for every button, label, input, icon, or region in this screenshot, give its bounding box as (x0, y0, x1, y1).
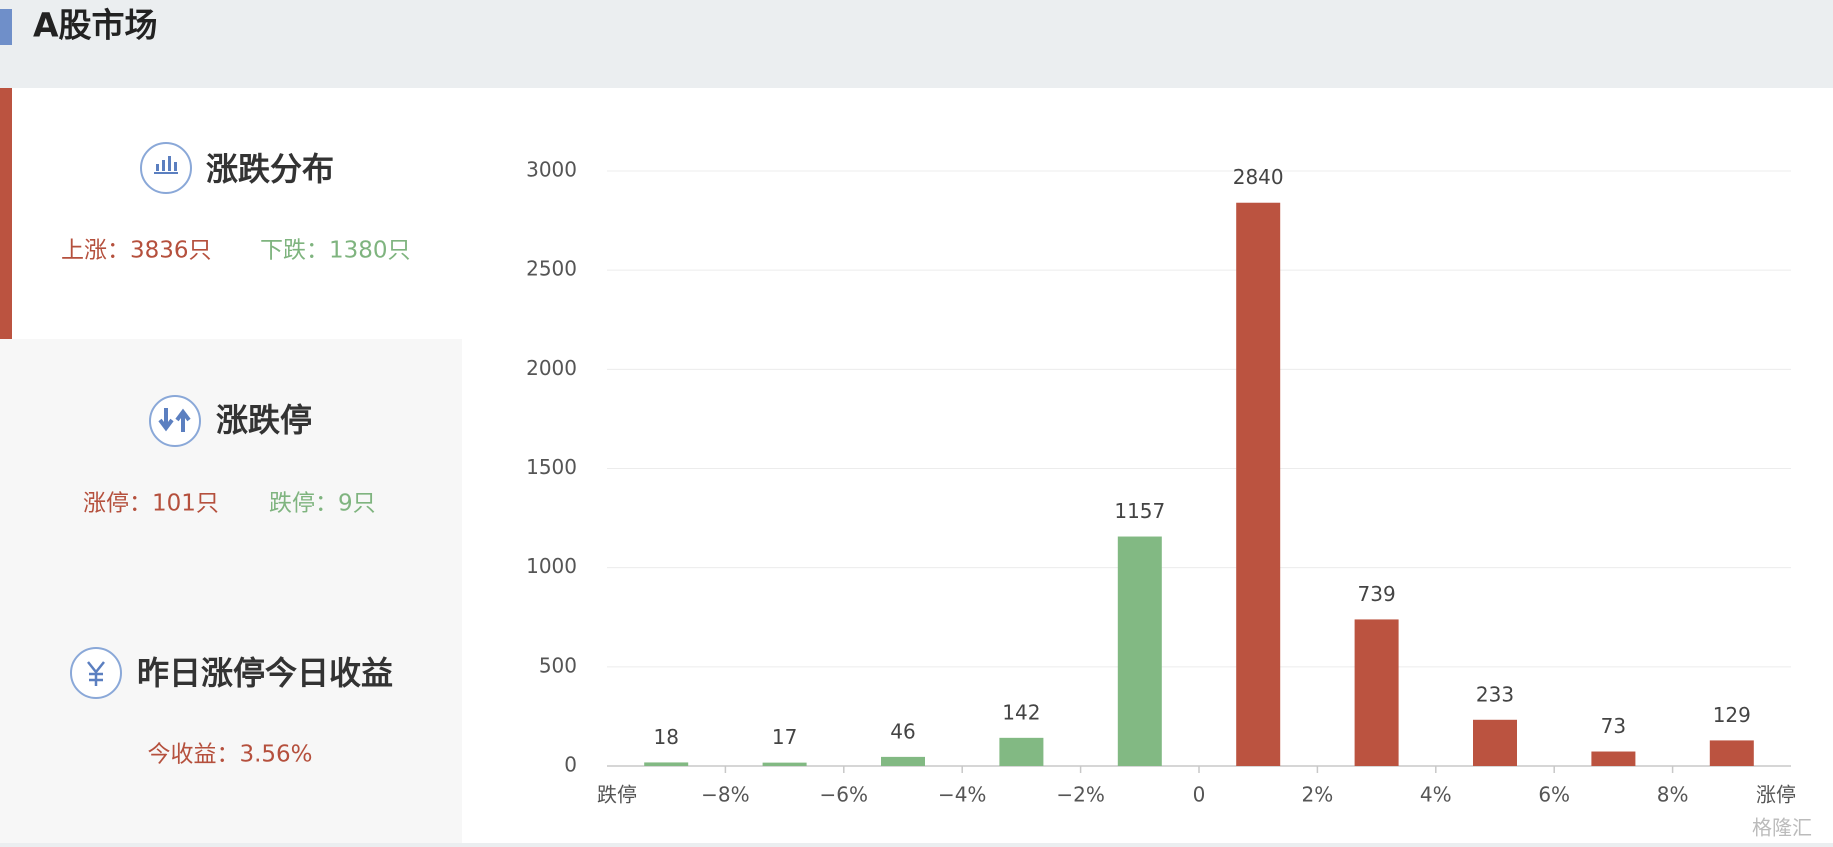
icon-part (156, 164, 159, 171)
value-label: 129 (1713, 703, 1751, 727)
stat: 涨停：101只 (83, 491, 219, 517)
bar (1591, 751, 1636, 766)
x-tick-label: 4% (1420, 783, 1452, 807)
bar (1709, 740, 1754, 766)
panel-title: 昨日涨停今日收益 (137, 654, 393, 692)
x-tick-label: 8% (1657, 783, 1689, 807)
panel-title: 涨跌分布 (206, 150, 334, 188)
bottom-bar (0, 843, 1833, 847)
header-bar (0, 0, 1833, 88)
icon-part (154, 172, 178, 174)
value-label: 1157 (1114, 499, 1165, 523)
stat: 跌停：9只 (269, 491, 376, 517)
stat: 上涨：3836只 (61, 238, 212, 264)
value-label: 233 (1476, 682, 1514, 706)
panel-distribution[interactable]: 涨跌分布 上涨：3836只 下跌：1380只 (61, 142, 411, 264)
y-tick-label: 2500 (526, 257, 577, 281)
x-tick-label: −4% (938, 783, 987, 807)
icon-yen (87, 661, 105, 686)
side-panel (0, 339, 462, 843)
y-tick-label: 1000 (526, 554, 577, 578)
panel-title: 涨跌停 (216, 401, 312, 439)
value-label: 142 (1002, 700, 1040, 724)
y-tick-label: 0 (564, 753, 577, 777)
y-tick-label: 2000 (526, 356, 577, 380)
value-label: 18 (653, 725, 678, 749)
x-tick-label: −8% (701, 783, 750, 807)
value-label: 17 (772, 725, 797, 749)
value-label: 2840 (1233, 165, 1284, 189)
icon-part (168, 156, 171, 171)
y-tick-label: 3000 (526, 158, 577, 182)
icon-part (162, 160, 165, 171)
histogram-chart: 0 500 1000 1500 2000 2500 3000 跌停 −8% −6% −4% −2% 0 2… (526, 158, 1796, 807)
x-tick-label: 6% (1538, 783, 1570, 807)
icon-arrows (158, 408, 191, 432)
bar (1236, 202, 1281, 766)
x-tick-label: 0 (1193, 783, 1206, 807)
bar (644, 762, 689, 766)
icon (149, 395, 201, 447)
watermark: 格隆汇 (1752, 816, 1812, 840)
x-tick-label: −6% (820, 783, 869, 807)
panel-limit[interactable]: 涨跌停 涨停：101只 跌停：9只 (83, 395, 376, 517)
bar (881, 756, 925, 766)
y-tick-label: 1500 (526, 455, 577, 479)
x-tick-label: 涨停 (1756, 783, 1796, 807)
panel-yield[interactable]: 昨日涨停今日收益 今收益：3.56% (70, 647, 393, 768)
bar (999, 737, 1044, 766)
bar (1354, 619, 1399, 766)
bar (1473, 719, 1517, 766)
stat: 今收益：3.56% (147, 742, 312, 768)
x-tick-label: 跌停 (597, 783, 637, 807)
value-label: 73 (1601, 714, 1626, 738)
icon-part (174, 162, 177, 171)
value-label: 739 (1358, 582, 1396, 606)
bar (762, 762, 807, 766)
value-label: 46 (890, 719, 915, 743)
stat: 下跌：1380只 (260, 238, 411, 264)
page-title: A股市场 (33, 6, 158, 45)
active-marker (0, 88, 12, 339)
icon (140, 142, 192, 194)
x-tick-label: −2% (1056, 783, 1105, 807)
y-tick-label: 500 (539, 653, 577, 677)
header-accent (0, 9, 12, 45)
bar (1117, 536, 1162, 766)
x-tick-label: 2% (1302, 783, 1334, 807)
